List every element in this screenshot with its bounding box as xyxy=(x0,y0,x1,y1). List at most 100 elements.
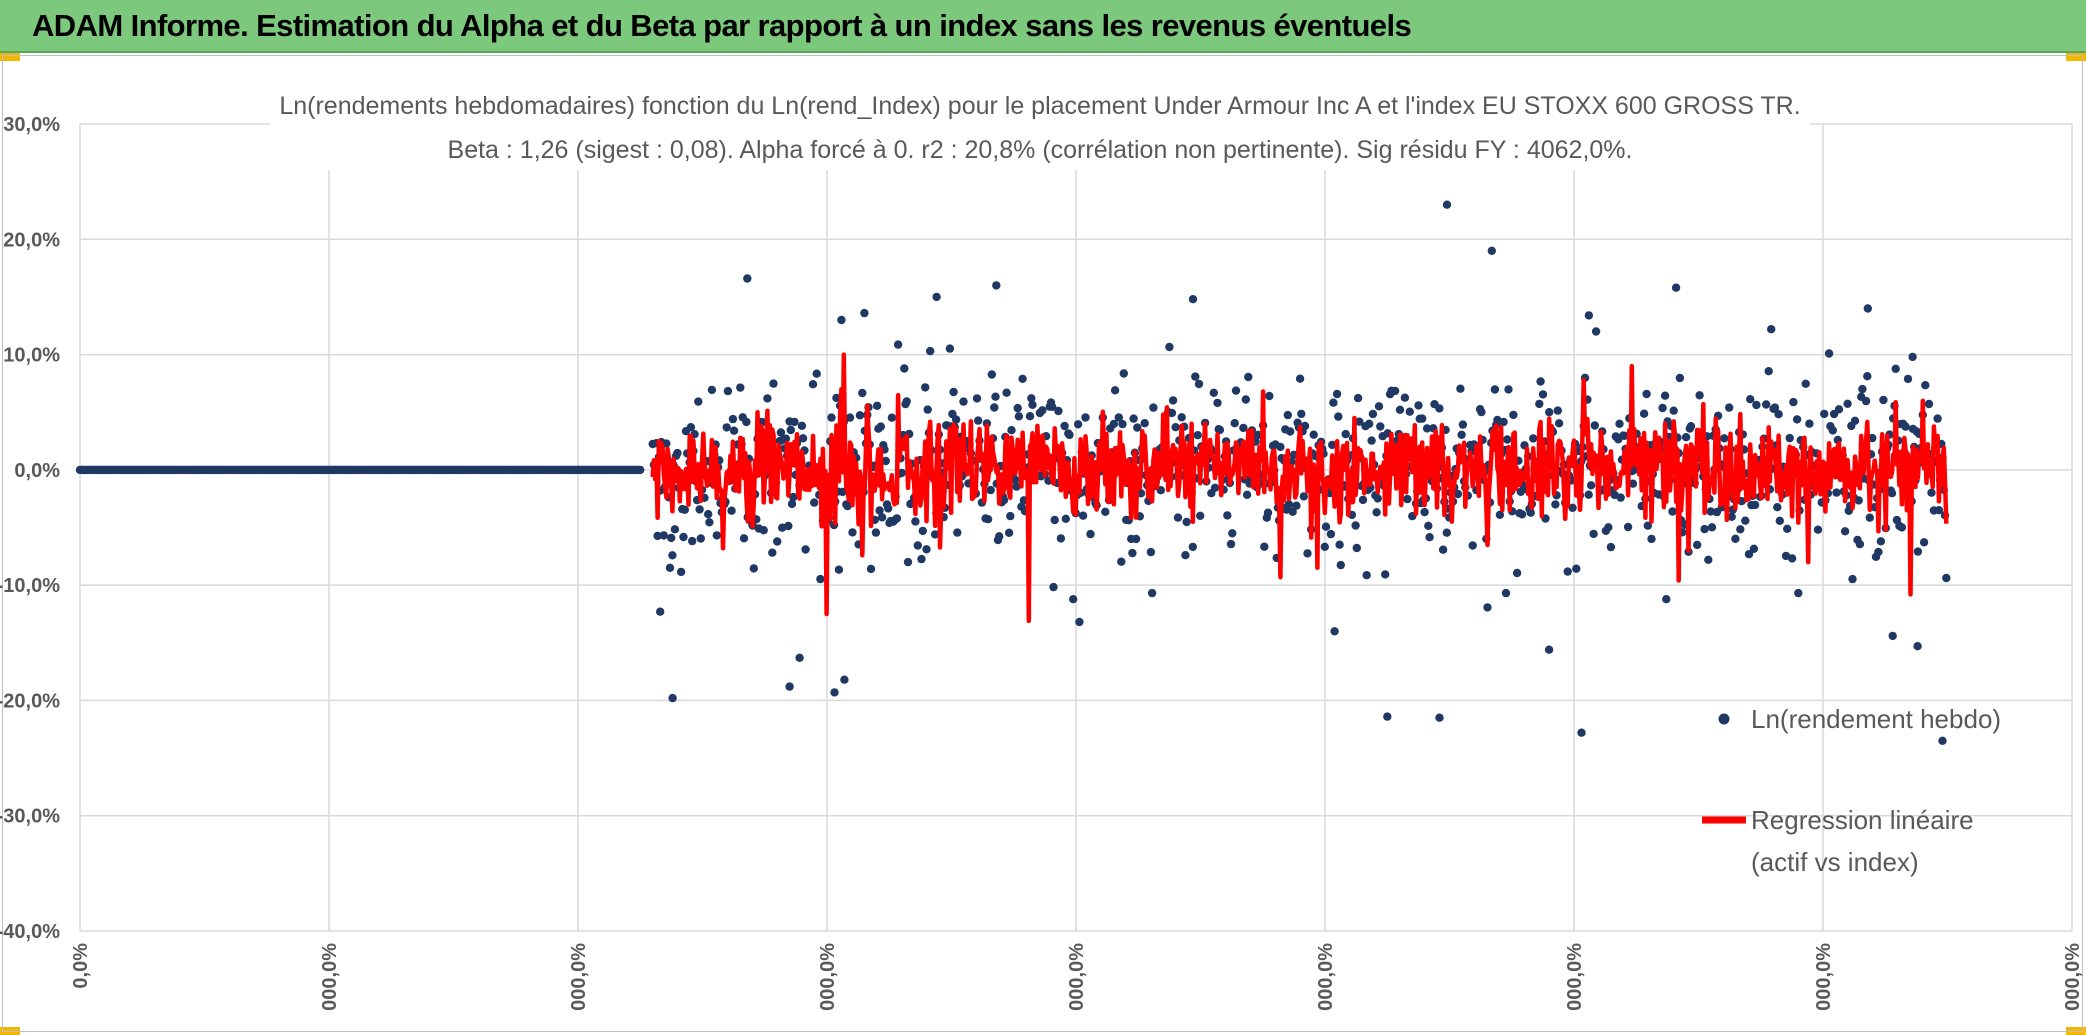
data-point xyxy=(1544,645,1554,654)
data-point xyxy=(665,563,675,572)
data-point xyxy=(1801,379,1810,388)
data-point xyxy=(1563,567,1572,576)
data-point xyxy=(1367,436,1376,445)
data-point xyxy=(1334,412,1343,421)
data-point xyxy=(1209,388,1219,397)
data-point xyxy=(1908,352,1917,362)
data-point xyxy=(670,525,680,534)
data-point xyxy=(1517,510,1527,519)
data-point xyxy=(1328,440,1337,450)
data-point xyxy=(926,346,935,356)
data-point xyxy=(881,456,890,466)
y-tick-label: -20,0% xyxy=(0,690,60,712)
data-point xyxy=(1828,426,1838,435)
data-point xyxy=(1919,538,1929,547)
data-point xyxy=(1425,533,1434,542)
data-point xyxy=(1764,367,1773,376)
data-point xyxy=(995,532,1004,541)
data-point xyxy=(742,417,751,427)
data-point xyxy=(1938,736,1947,745)
data-point xyxy=(1303,549,1312,558)
data-point xyxy=(1309,430,1318,439)
data-point xyxy=(1623,522,1633,532)
data-point xyxy=(1050,515,1059,525)
data-point xyxy=(723,386,733,396)
data-point xyxy=(1901,422,1910,431)
data-point xyxy=(987,370,996,379)
data-point xyxy=(636,465,645,475)
data-point xyxy=(808,380,818,389)
data-point xyxy=(801,545,810,554)
data-point xyxy=(686,423,696,432)
legend-marker-points xyxy=(1718,713,1730,725)
data-point xyxy=(694,397,703,406)
data-point xyxy=(949,387,958,397)
data-point xyxy=(1933,414,1942,423)
data-point xyxy=(1706,507,1715,516)
data-point xyxy=(1133,423,1142,432)
data-point xyxy=(1110,386,1120,395)
data-point xyxy=(1004,528,1014,537)
data-point xyxy=(991,392,1000,401)
data-point xyxy=(1501,588,1511,598)
data-point xyxy=(1400,393,1410,402)
data-point xyxy=(1230,419,1239,428)
data-point xyxy=(893,340,903,349)
data-point xyxy=(1194,379,1204,389)
title-backdrop xyxy=(270,84,1810,170)
data-point xyxy=(668,693,677,703)
data-point xyxy=(1770,403,1780,412)
data-point xyxy=(688,536,697,546)
data-point xyxy=(787,499,797,509)
data-point xyxy=(1477,407,1486,417)
data-point xyxy=(1167,408,1177,418)
data-point xyxy=(1921,381,1930,390)
data-point xyxy=(1741,516,1750,525)
data-point xyxy=(1422,424,1432,433)
data-point xyxy=(1335,540,1344,549)
data-point xyxy=(1149,403,1158,412)
data-point xyxy=(1572,564,1581,573)
data-point xyxy=(1442,200,1452,209)
data-point xyxy=(1013,403,1022,413)
data-point xyxy=(1006,511,1015,521)
y-tick-label: 0,0% xyxy=(14,460,60,482)
data-point xyxy=(659,531,668,540)
data-point xyxy=(1787,554,1797,563)
data-point xyxy=(1750,500,1760,510)
data-point xyxy=(1376,422,1385,431)
data-point xyxy=(1061,514,1071,523)
data-point xyxy=(1341,429,1350,439)
data-point xyxy=(1858,384,1867,394)
data-point xyxy=(790,417,799,427)
data-point xyxy=(679,532,688,542)
data-point xyxy=(1177,413,1186,422)
data-point xyxy=(1577,728,1586,737)
data-point xyxy=(707,385,717,395)
data-point xyxy=(1586,481,1596,490)
data-point xyxy=(921,383,930,392)
data-point xyxy=(1329,398,1338,407)
data-point xyxy=(1241,395,1251,404)
x-tick-label: 000,0% xyxy=(817,943,839,1011)
data-point xyxy=(1119,369,1129,378)
y-axis-ticks: 30,0% 20,0% 10,0% 0,0% -10,0% -20,0% -30,0% -40… xyxy=(0,114,60,943)
data-point xyxy=(1805,419,1814,428)
data-point xyxy=(1188,542,1198,552)
data-point xyxy=(913,541,922,550)
data-point xyxy=(860,308,869,318)
data-point xyxy=(974,416,983,425)
data-point xyxy=(1073,420,1083,429)
data-point xyxy=(1191,372,1200,381)
data-point xyxy=(1276,442,1285,452)
data-point xyxy=(781,434,791,443)
data-point xyxy=(1736,525,1745,534)
data-point xyxy=(1265,391,1274,401)
data-point xyxy=(1242,490,1252,499)
data-point xyxy=(1913,547,1923,556)
data-point xyxy=(1457,430,1466,439)
data-point xyxy=(1848,574,1857,584)
data-point xyxy=(923,405,932,414)
data-point xyxy=(843,501,852,511)
chart-frame xyxy=(2,55,2083,1032)
